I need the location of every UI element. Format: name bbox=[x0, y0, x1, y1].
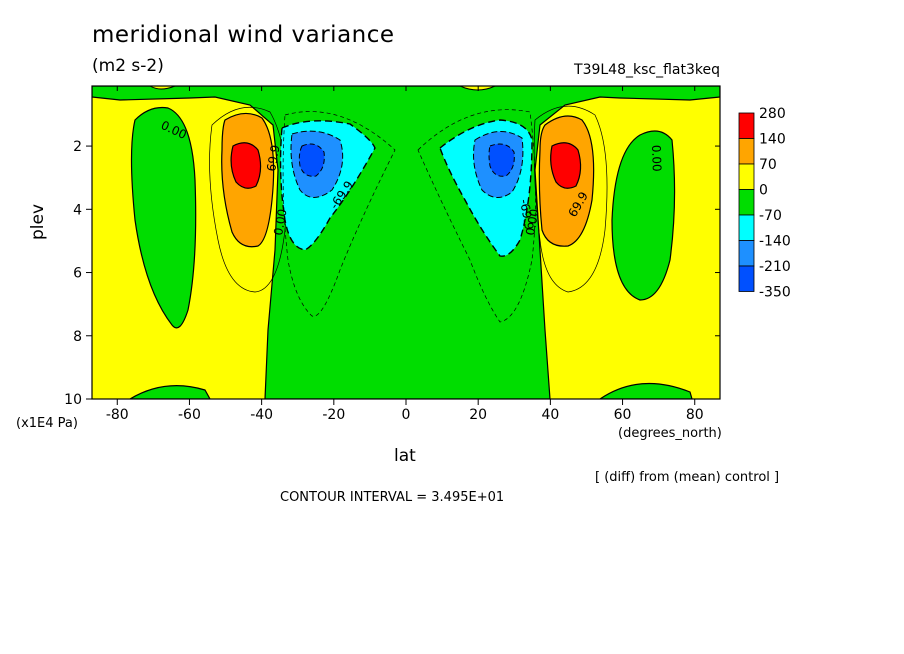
axis-ticks: -80 -60 -40 -20 0 20 40 60 80 2 4 6 8 10 bbox=[64, 86, 720, 423]
chart-title: meridional wind variance bbox=[92, 22, 395, 48]
colorbar-swatch-5 bbox=[738, 240, 755, 267]
field-pos-red-left bbox=[230, 142, 262, 189]
x-tick-label-6: 40 bbox=[541, 407, 559, 423]
diff-note: [ (diff) from (mean) control ] bbox=[595, 470, 780, 485]
colorbar-label-1: 140 bbox=[759, 132, 786, 148]
x-tick-label-0: -80 bbox=[106, 407, 129, 423]
x-tick-label-8: 80 bbox=[686, 407, 704, 423]
colorbar-swatch-6 bbox=[738, 265, 755, 292]
y-axis-units: (x1E4 Pa) bbox=[16, 416, 78, 431]
contour-line-right-neg-outer bbox=[417, 109, 536, 323]
colorbar: 280 140 70 0 -70 -140 -210 -350 bbox=[738, 106, 791, 301]
field-neg-darkblue-right bbox=[488, 143, 515, 177]
contour-interval: CONTOUR INTERVAL = 3.495E+01 bbox=[280, 490, 505, 505]
field-neg-central bbox=[92, 86, 720, 399]
x-tick-label-2: -40 bbox=[250, 407, 273, 423]
x-tick-label-7: 60 bbox=[614, 407, 632, 423]
x-tick-label-4: 0 bbox=[402, 407, 411, 423]
colorbar-swatch-3 bbox=[738, 189, 755, 216]
x-tick-label-5: 20 bbox=[469, 407, 487, 423]
field-neg-right bbox=[611, 130, 676, 301]
x-tick-label-1: -60 bbox=[178, 407, 201, 423]
field-neg-darkblue-left bbox=[298, 143, 325, 177]
colorbar-label-5: -140 bbox=[759, 234, 791, 250]
x-axis-label: lat bbox=[394, 446, 416, 466]
contour-label-left-zero-b: 0.00 bbox=[271, 208, 289, 237]
y-tick-label-1: 4 bbox=[73, 202, 82, 218]
x-tick-label-3: -20 bbox=[322, 407, 345, 423]
plot-area bbox=[92, 86, 720, 399]
colorbar-label-4: -70 bbox=[759, 208, 782, 224]
field-pos-red-right bbox=[550, 142, 582, 189]
colorbar-label-7: -350 bbox=[759, 285, 791, 301]
experiment-label: T39L48_ksc_flat3keq bbox=[574, 62, 720, 78]
colorbar-swatch-1 bbox=[738, 138, 755, 165]
contour-line-right-outer bbox=[533, 105, 608, 293]
y-tick-label-0: 2 bbox=[73, 139, 82, 155]
contour-label-left-699: 69.9 bbox=[264, 144, 282, 173]
contour-label-right-zero-b: 0.00 bbox=[649, 145, 664, 172]
colorbar-label-2: 70 bbox=[759, 157, 777, 173]
colorbar-label-3: 0 bbox=[759, 183, 768, 199]
field-neg-bottom-right bbox=[598, 382, 693, 399]
contour-line-left-outer bbox=[209, 106, 288, 293]
colorbar-label-6: -210 bbox=[759, 259, 791, 275]
x-axis-units: (degrees_north) bbox=[618, 426, 722, 441]
y-tick-label-4: 10 bbox=[64, 392, 82, 408]
y-tick-label-3: 8 bbox=[73, 329, 82, 345]
colorbar-swatch-4 bbox=[738, 214, 755, 241]
colorbar-swatch-2 bbox=[738, 163, 755, 190]
contour-label-right-zero: 0.00 bbox=[523, 208, 541, 237]
y-tick-label-2: 6 bbox=[73, 266, 82, 282]
contour-line-left-neg-outer bbox=[282, 111, 396, 317]
colorbar-label-0: 280 bbox=[759, 106, 786, 122]
colorbar-swatch-0 bbox=[738, 112, 755, 139]
field-neg-bottom-left bbox=[128, 385, 211, 399]
contour-label-right-neg: -69.9 bbox=[517, 198, 536, 231]
field-neg-left bbox=[130, 106, 197, 329]
chart-units: (m2 s-2) bbox=[92, 56, 164, 76]
